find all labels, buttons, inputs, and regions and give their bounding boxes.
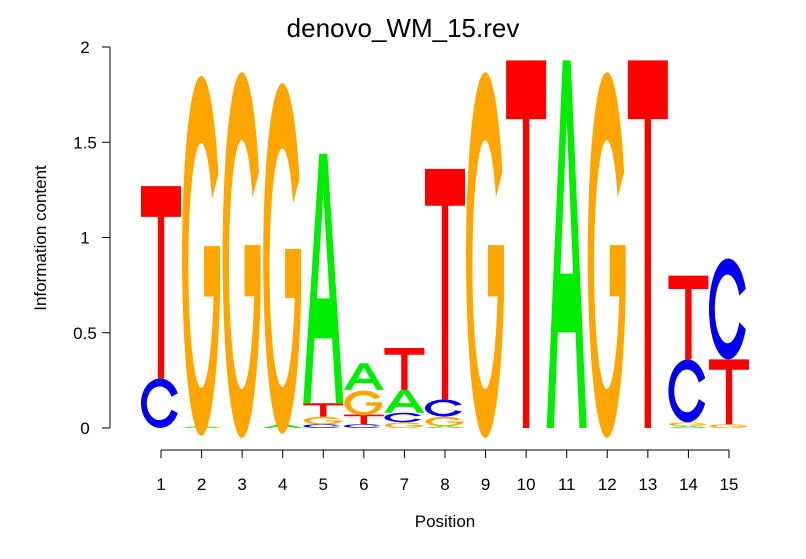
y-tick-label: 0.5 (73, 324, 97, 343)
y-tick-label: 2 (80, 38, 89, 57)
logo-letter-G-pos2 (182, 75, 220, 436)
x-tick-label: 3 (237, 475, 246, 494)
logo-letter-A-pos7 (384, 389, 425, 413)
x-tick-label: 4 (278, 475, 287, 494)
x-tick-label: 1 (156, 475, 165, 494)
chart-title: denovo_WM_15.rev (287, 13, 520, 43)
y-tick-label: 1.5 (73, 133, 97, 152)
logo-letter-G-pos7 (384, 422, 423, 429)
logo-letter-A-pos4 (262, 424, 303, 428)
x-tick-label: 13 (638, 475, 657, 494)
x-tick-label: 12 (598, 475, 617, 494)
logo-letters (141, 60, 749, 438)
y-axis-title: Information content (31, 165, 50, 311)
x-tick-label: 10 (517, 475, 536, 494)
logo-letter-T-pos14 (668, 275, 709, 360)
x-tick-label: 5 (319, 475, 328, 494)
x-tick-label: 8 (440, 475, 449, 494)
x-tick-label: 14 (679, 475, 698, 494)
logo-letter-C-pos15 (708, 258, 746, 360)
y-tick-label: 1 (80, 229, 89, 248)
logo-letter-T-pos13 (627, 60, 668, 429)
y-axis: 0 0.5 1 1.5 2 (73, 38, 111, 438)
x-axis: 1 2 3 4 5 6 7 8 9 10 11 12 13 14 15 (156, 449, 739, 494)
logo-letter-T-pos10 (506, 60, 547, 429)
logo-letter-C-pos6 (343, 424, 381, 428)
x-tick-label: 15 (720, 475, 739, 494)
y-tick-label: 0 (80, 419, 89, 438)
logo-letter-G-pos4 (263, 83, 302, 434)
logo-letter-A-pos8 (424, 426, 465, 428)
x-tick-label: 2 (197, 475, 206, 494)
logo-letter-G-pos5 (303, 416, 342, 425)
logo-letter-A-pos6 (343, 363, 384, 390)
x-tick-label: 7 (400, 475, 409, 494)
logo-letter-G-pos14 (668, 422, 707, 427)
logo-letter-T-pos1 (141, 186, 181, 379)
logo-letter-A-pos5 (303, 153, 344, 404)
logo-letter-G-pos6 (344, 390, 383, 416)
logo-letter-T-pos6 (343, 414, 384, 425)
x-tick-label: 9 (481, 475, 490, 494)
logo-letter-G-pos3 (222, 72, 261, 438)
logo-letter-C-pos5 (303, 424, 341, 428)
logo-letter-G-pos8 (425, 416, 464, 427)
logo-letter-T-pos15 (708, 359, 749, 425)
logo-letter-G-pos12 (587, 72, 626, 438)
logo-letter-G-pos9 (466, 72, 504, 438)
logo-letter-T-pos5 (303, 403, 344, 417)
logo-letter-C-pos14 (668, 359, 706, 423)
logo-letter-A-pos14 (668, 426, 709, 428)
logo-letter-A-pos11 (546, 60, 587, 429)
x-tick-label: 6 (359, 475, 368, 494)
logo-letter-T-pos8 (424, 168, 465, 400)
x-axis-title: Position (415, 512, 475, 531)
logo-letter-G-pos15 (709, 424, 748, 429)
logo-letter-C-pos7 (384, 412, 422, 423)
logo-letter-T-pos7 (384, 347, 425, 390)
logo-letter-C-pos8 (424, 399, 462, 417)
logo-letter-C-pos1 (141, 378, 178, 428)
logo-letter-A-pos2 (181, 426, 222, 428)
x-tick-label: 11 (558, 475, 576, 494)
